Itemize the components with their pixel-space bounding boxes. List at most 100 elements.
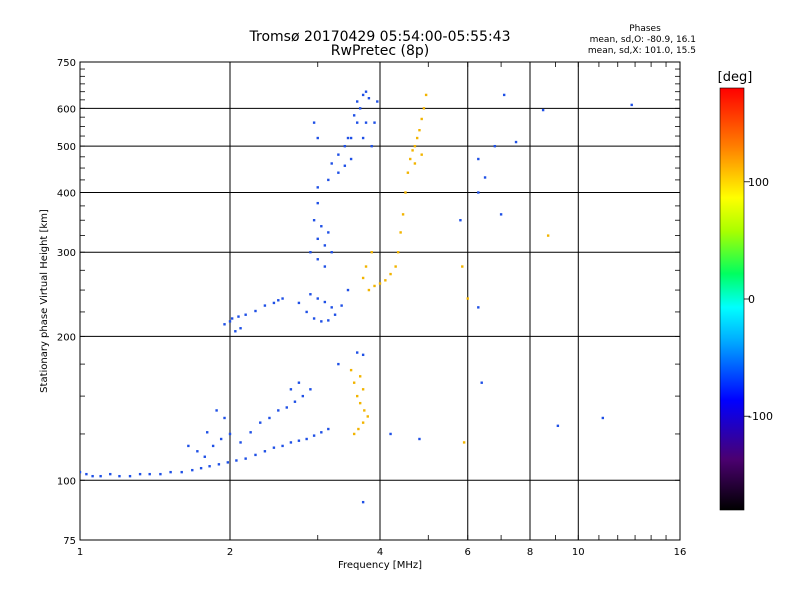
data-point — [378, 282, 382, 285]
data-point — [370, 251, 373, 254]
data-point — [330, 251, 333, 254]
data-point — [477, 157, 480, 161]
data-point — [320, 431, 323, 434]
x-tick-label: 2 — [227, 547, 233, 558]
data-point — [355, 394, 359, 398]
data-point — [316, 136, 319, 140]
data-point — [239, 327, 242, 330]
data-point — [205, 431, 209, 434]
data-point — [316, 258, 319, 261]
data-point — [459, 219, 462, 222]
data-point — [358, 107, 362, 110]
data-point — [541, 108, 545, 112]
data-point — [277, 409, 280, 412]
data-point — [228, 432, 232, 436]
data-point — [466, 297, 469, 300]
grid — [80, 62, 680, 540]
x-tick-label: 10 — [572, 547, 585, 558]
data-point — [413, 144, 417, 148]
data-point — [309, 293, 312, 296]
data-point — [364, 90, 368, 93]
data-point — [630, 103, 633, 107]
chart-subtitle: RwPretec (8p) — [331, 43, 429, 59]
data-point — [91, 474, 94, 478]
data-point — [323, 265, 327, 268]
data-point — [349, 368, 353, 372]
y-axis-label: Stationary phase Virtual Height [km] — [39, 209, 50, 393]
x-tick-label: 6 — [465, 547, 471, 558]
data-point — [349, 136, 353, 140]
data-point — [364, 121, 368, 124]
data-point — [337, 171, 340, 174]
x-tick-label: 4 — [377, 547, 383, 558]
data-point — [316, 186, 319, 189]
data-point — [297, 301, 301, 305]
x-tick-label: 16 — [674, 547, 687, 558]
data-point — [203, 455, 206, 458]
data-point — [352, 114, 356, 117]
colorbar-tick-label: 0 — [748, 293, 755, 306]
data-point — [169, 470, 172, 474]
data-point — [180, 470, 183, 474]
y-tick-label: 750 — [57, 58, 76, 69]
data-point — [211, 444, 215, 448]
data-point — [404, 191, 407, 194]
data-point — [546, 234, 550, 237]
data-point — [309, 251, 312, 254]
data-point — [80, 470, 82, 474]
data-point — [312, 317, 316, 320]
data-point — [358, 401, 362, 405]
data-point — [316, 201, 319, 205]
data-point — [312, 434, 316, 437]
data-point — [148, 472, 151, 476]
data-point — [99, 474, 102, 478]
data-point — [215, 409, 218, 412]
data-point — [223, 323, 226, 326]
data-point — [208, 465, 211, 468]
data-point — [340, 304, 343, 307]
data-point — [217, 463, 221, 466]
data-point — [259, 421, 262, 424]
data-point — [415, 136, 419, 140]
data-point — [355, 351, 359, 354]
data-point — [228, 320, 232, 323]
data-point — [237, 315, 240, 318]
data-point — [85, 472, 88, 476]
data-point — [333, 313, 337, 316]
data-point — [363, 409, 366, 412]
data-point — [367, 288, 371, 292]
data-point — [327, 319, 330, 322]
data-point — [361, 388, 365, 391]
x-axis-label: Frequency [MHz] — [338, 560, 422, 571]
data-point — [244, 457, 247, 460]
data-point — [138, 472, 142, 476]
data-point — [343, 144, 347, 148]
axis-ticks — [79, 61, 681, 541]
stats-heading: Phases — [629, 24, 661, 34]
data-point — [556, 424, 560, 428]
data-point — [272, 301, 276, 305]
data-point — [355, 100, 359, 103]
data-point — [263, 304, 267, 307]
data-point — [461, 265, 464, 268]
data-point — [361, 276, 365, 280]
data-point — [477, 306, 480, 309]
data-point — [477, 191, 480, 194]
data-point — [301, 394, 305, 398]
data-point — [297, 381, 301, 384]
data-point — [128, 474, 132, 478]
data-point — [263, 450, 267, 453]
data-point — [223, 416, 226, 420]
data-point — [352, 432, 356, 436]
data-point — [384, 279, 387, 282]
y-tick-label: 300 — [57, 248, 76, 259]
data-point — [281, 297, 284, 300]
data-point — [411, 149, 414, 152]
data-point — [493, 144, 497, 148]
data-point — [366, 415, 369, 418]
data-point — [361, 421, 365, 424]
data-point — [199, 466, 203, 470]
data-point — [330, 306, 333, 309]
data-point — [355, 121, 359, 124]
colorbar-tick-label: -100 — [748, 410, 773, 423]
